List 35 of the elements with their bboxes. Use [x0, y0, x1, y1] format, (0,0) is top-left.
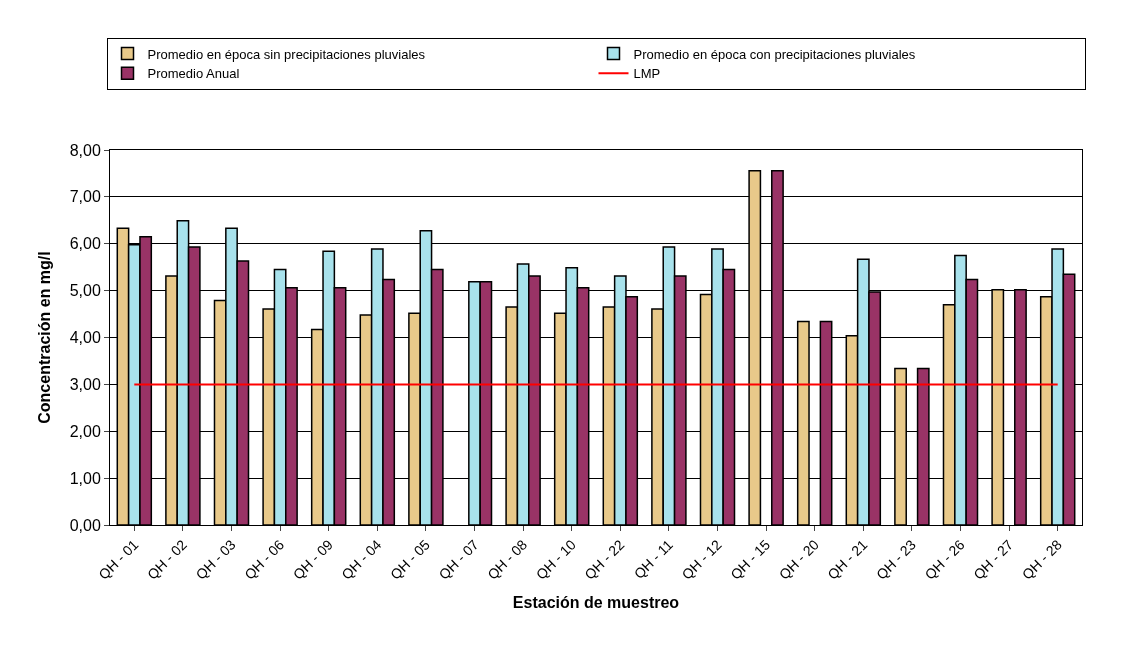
x-tick-label: QH - 20	[775, 536, 822, 583]
x-tick-label: QH - 04	[338, 536, 385, 583]
x-tick-label: QH - 10	[532, 536, 579, 583]
y-tick-label: 0,00	[69, 516, 101, 534]
legend-label: LMP	[633, 66, 661, 82]
legend-label: Promedio en época con precipitaciones pluviales	[633, 46, 916, 62]
x-tick-label: QH - 11	[630, 536, 677, 582]
x-tick-label: QH - 03	[192, 536, 239, 583]
legend-label: Promedio Anual	[147, 66, 240, 82]
y-tick-label: 1,00	[69, 469, 101, 487]
x-tick-label: QH - 22	[581, 536, 628, 583]
y-tick-label: 5,00	[69, 282, 101, 300]
x-tick-label: QH - 21	[824, 536, 871, 583]
x-tick-label: QH - 27	[970, 536, 1017, 583]
x-tick-label: QH - 02	[144, 536, 191, 583]
x-tick-label: QH - 05	[387, 536, 434, 583]
x-tick-label: QH - 01	[95, 536, 142, 583]
x-tick-label: QH - 06	[241, 536, 288, 583]
y-tick-label: 8,00	[69, 141, 101, 159]
y-axis-title: Concentración en mg/l	[35, 251, 53, 424]
x-tick-label: QH - 26	[921, 536, 968, 583]
x-tick-label: QH - 08	[484, 536, 531, 583]
y-tick-label: 6,00	[69, 235, 101, 253]
y-tick-label: 4,00	[69, 329, 101, 347]
x-tick-label: QH - 12	[678, 536, 725, 583]
x-tick-label: QH - 23	[873, 536, 920, 583]
y-tick-label: 2,00	[69, 422, 101, 440]
y-tick-label: 3,00	[69, 375, 101, 393]
x-axis-title: Estación de muestreo	[512, 594, 680, 612]
x-tick-label: QH - 15	[727, 536, 774, 583]
y-tick-label: 7,00	[69, 188, 101, 206]
x-tick-label: QH - 28	[1018, 536, 1065, 583]
x-tick-label: QH - 09	[289, 536, 336, 583]
x-tick-label: QH - 07	[435, 536, 482, 583]
legend-label: Promedio en época sin precipitaciones pluviales	[147, 46, 426, 62]
